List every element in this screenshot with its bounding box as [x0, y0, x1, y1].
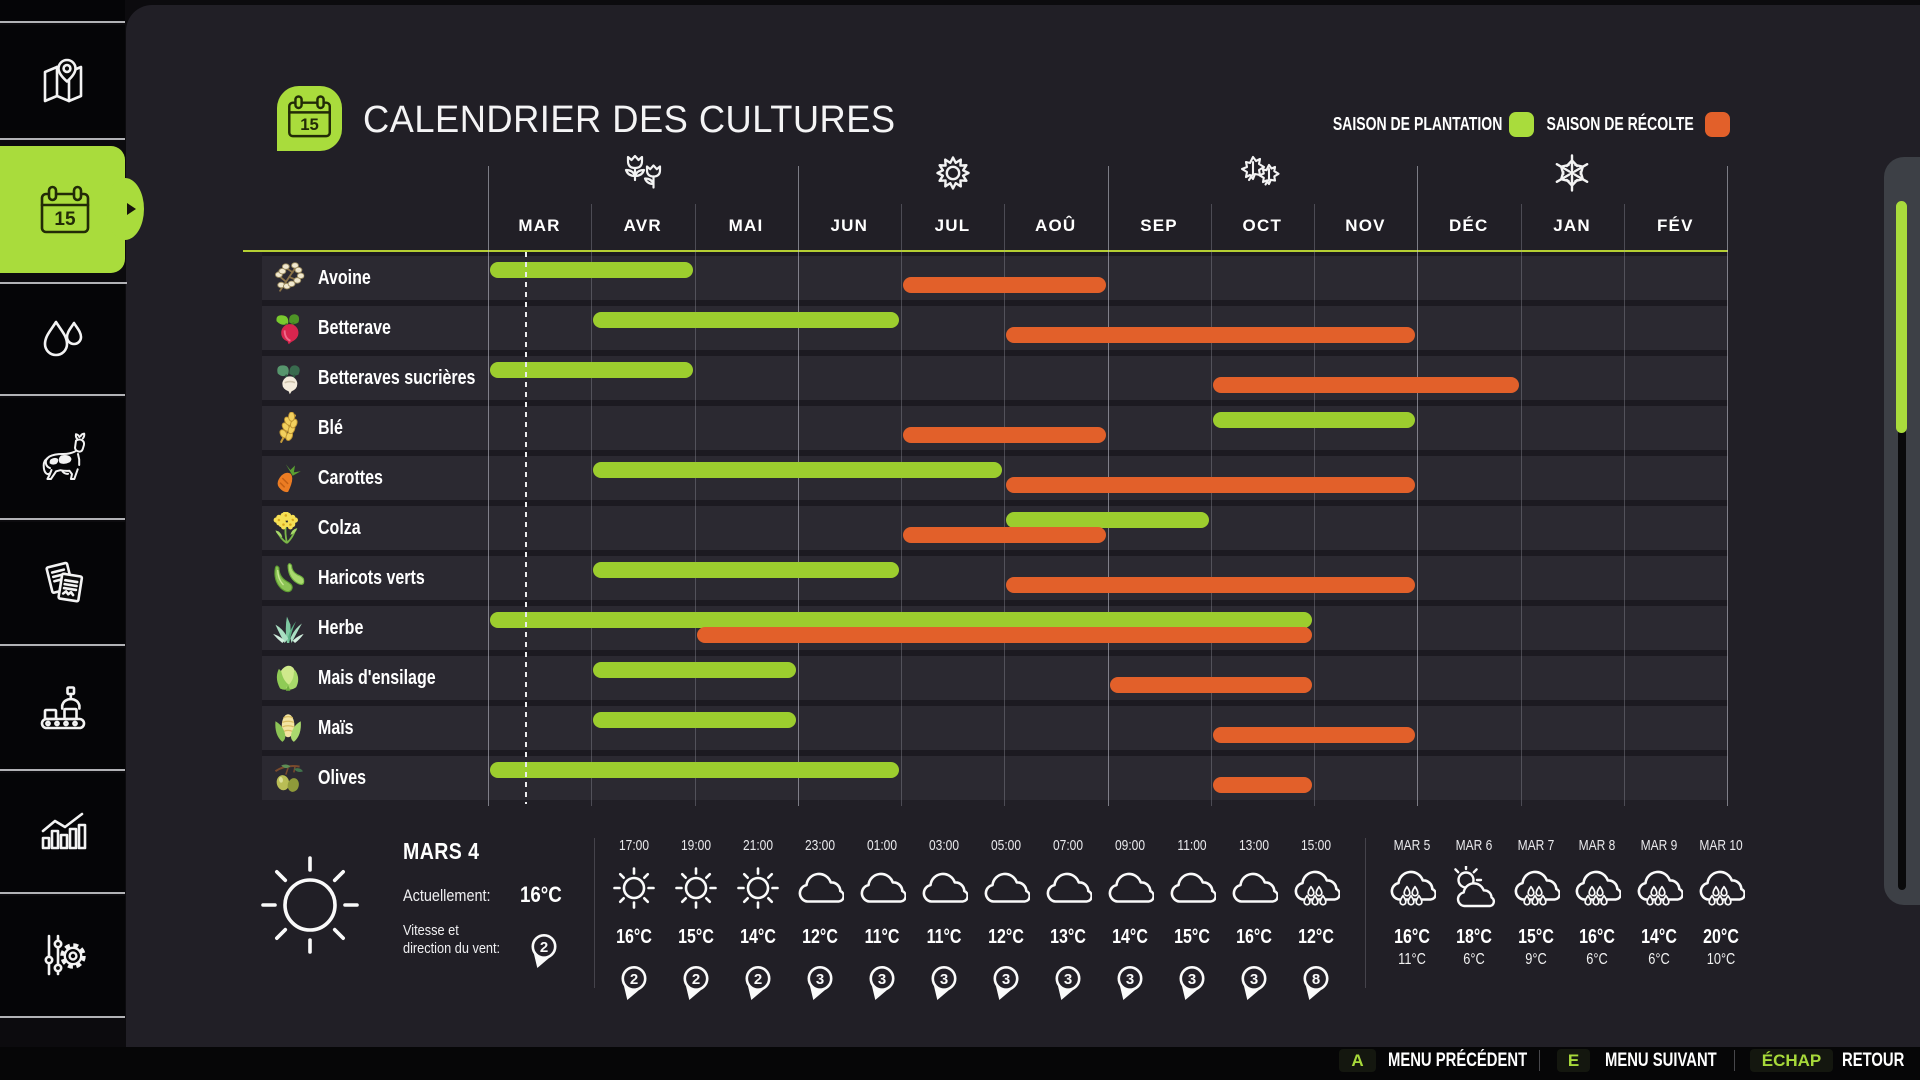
svg-text:2: 2	[630, 971, 638, 988]
svg-text:3: 3	[940, 971, 948, 988]
svg-text:15: 15	[54, 209, 76, 230]
svg-text:3: 3	[878, 971, 886, 988]
svg-text:3: 3	[1250, 971, 1258, 988]
svg-text:2: 2	[692, 971, 700, 988]
svg-text:3: 3	[1188, 971, 1196, 988]
svg-text:3: 3	[1126, 971, 1134, 988]
svg-text:3: 3	[1002, 971, 1010, 988]
svg-text:2: 2	[540, 939, 548, 956]
svg-text:3: 3	[1064, 971, 1072, 988]
svg-text:8: 8	[1312, 971, 1320, 988]
svg-text:3: 3	[816, 971, 824, 988]
svg-text:15: 15	[300, 115, 319, 134]
svg-text:2: 2	[754, 971, 762, 988]
